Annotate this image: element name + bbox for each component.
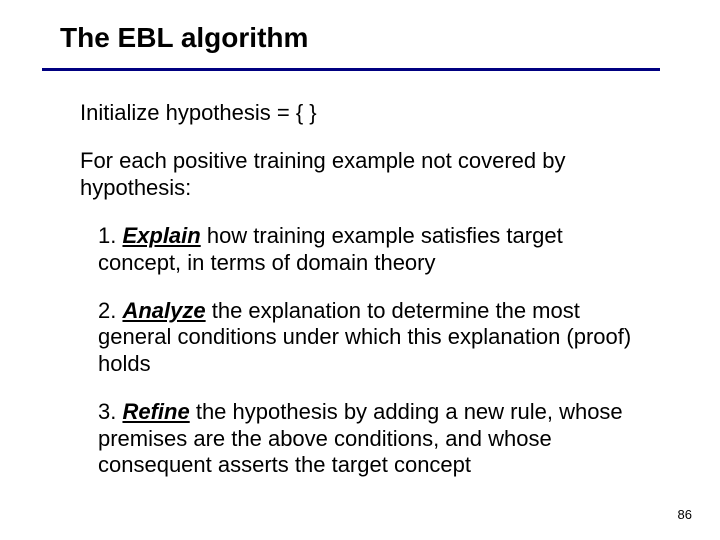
title-underline: [42, 68, 660, 71]
step-2-number: 2.: [98, 298, 122, 323]
slide: The EBL algorithm Initialize hypothesis …: [0, 0, 720, 540]
slide-title: The EBL algorithm: [60, 22, 308, 54]
step-1-number: 1.: [98, 223, 122, 248]
step-3-keyword: Refine: [122, 399, 189, 424]
page-number: 86: [678, 507, 692, 522]
step-2-keyword: Analyze: [122, 298, 205, 323]
step-3: 3. Refine the hypothesis by adding a new…: [98, 399, 650, 478]
paragraph-initialize: Initialize hypothesis = { }: [80, 100, 650, 126]
step-3-number: 3.: [98, 399, 122, 424]
slide-body: Initialize hypothesis = { } For each pos…: [80, 100, 650, 500]
paragraph-foreach: For each positive training example not c…: [80, 148, 650, 201]
step-1: 1. Explain how training example satisfie…: [98, 223, 650, 276]
step-2: 2. Analyze the explanation to determine …: [98, 298, 650, 377]
step-1-keyword: Explain: [122, 223, 200, 248]
